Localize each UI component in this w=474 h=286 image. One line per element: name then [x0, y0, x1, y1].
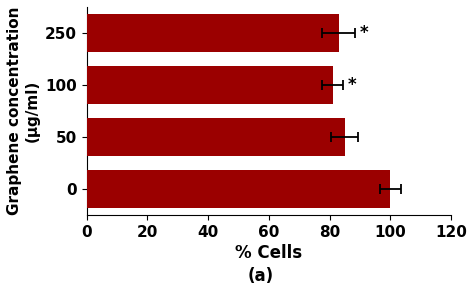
Text: (a): (a) — [247, 267, 274, 285]
Bar — [87, 66, 333, 104]
Y-axis label: Graphene concentration
(μg/ml): Graphene concentration (μg/ml) — [7, 7, 39, 215]
X-axis label: % Cells: % Cells — [235, 244, 302, 262]
Bar — [87, 170, 391, 208]
Text: *: * — [348, 76, 356, 94]
Bar — [87, 118, 345, 156]
Bar — [87, 14, 339, 52]
Text: *: * — [360, 24, 369, 42]
